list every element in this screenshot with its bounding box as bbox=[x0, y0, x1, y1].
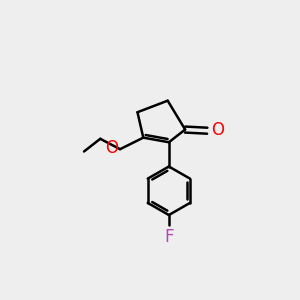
Text: F: F bbox=[164, 228, 174, 246]
Text: O: O bbox=[105, 139, 118, 157]
Text: O: O bbox=[212, 121, 224, 139]
